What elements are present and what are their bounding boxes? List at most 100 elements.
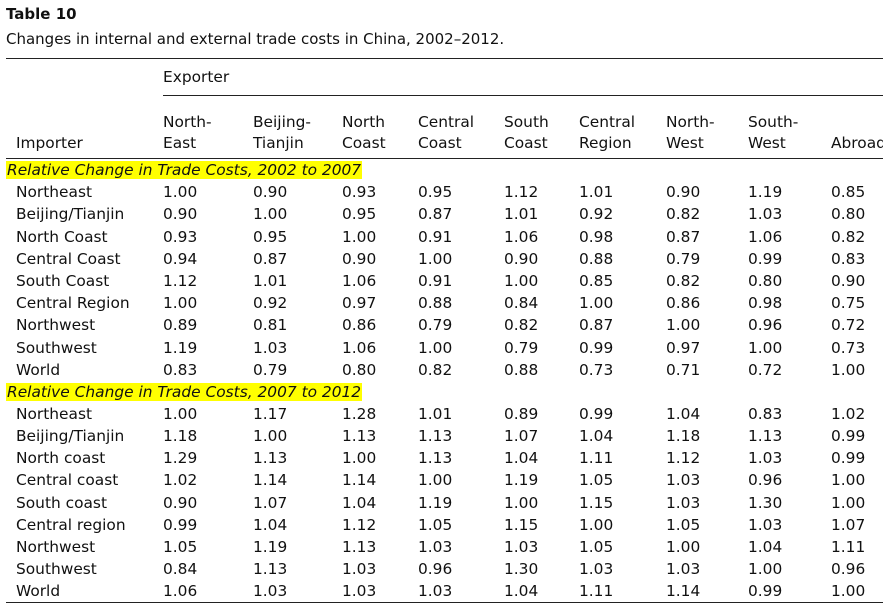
table-cell: 1.03 — [342, 560, 377, 579]
table-row: Northwest 1.05 1.19 1.13 1.03 1.03 1.05 1.00 1.0… — [6, 536, 883, 558]
table-label: Table 10 — [6, 5, 77, 23]
header-spacer — [6, 59, 163, 96]
table-cell: 0.97 — [342, 294, 377, 313]
table-cell: 1.07 — [504, 427, 539, 446]
table-cell: 0.80 — [748, 271, 783, 290]
table-cell: 1.04 — [748, 538, 783, 556]
table-cell: 0.92 — [253, 294, 288, 313]
table-cell: 1.03 — [253, 338, 288, 357]
table-row: World 1.06 1.03 1.03 1.03 1.04 1.11 1.14 0.99 1.0… — [6, 580, 883, 602]
table-cell: 0.95 — [342, 205, 377, 224]
table-cell: 1.00 — [831, 471, 866, 490]
table-body: Relative Change in Trade Costs, 2002 to … — [6, 159, 883, 603]
table-cell: 0.96 — [748, 471, 783, 490]
table-cell: 1.12 — [504, 183, 539, 202]
table-cell: 1.11 — [831, 538, 866, 556]
column-header: South- West — [742, 95, 825, 159]
table-cell: 1.00 — [163, 294, 198, 313]
table-cell: 0.93 — [342, 183, 377, 202]
table-cell: 0.90 — [666, 183, 701, 202]
table-cell: 1.00 — [831, 360, 866, 379]
table-cell: 1.02 — [831, 404, 866, 423]
table-row: South Coast 1.12 1.01 1.06 0.91 1.00 0.85 0.82 0… — [6, 270, 883, 292]
table-cell: 0.82 — [666, 271, 701, 290]
row-label: Central Region — [16, 294, 130, 313]
table-cell: 1.00 — [418, 338, 453, 357]
table-cell: 0.83 — [748, 404, 783, 423]
table-cell: 1.04 — [579, 427, 614, 446]
table-row: World 0.83 0.79 0.80 0.82 0.88 0.73 0.71 0.72 1.0… — [6, 359, 883, 381]
table-cell: 0.99 — [831, 449, 866, 468]
table-cell: 1.00 — [831, 493, 866, 512]
table-cell: 1.05 — [579, 471, 614, 490]
column-header: North Coast — [336, 95, 412, 159]
table-row: Northwest 0.89 0.81 0.86 0.79 0.82 0.87 1.00 0.9… — [6, 314, 883, 336]
table-cell: 0.88 — [418, 294, 453, 313]
table-cell: 1.00 — [342, 227, 377, 246]
table-cell: 1.14 — [342, 471, 377, 490]
table-cell: 1.13 — [748, 427, 783, 446]
table-cell: 0.90 — [342, 249, 377, 268]
table-cell: 0.91 — [418, 271, 453, 290]
table-cell: 0.90 — [831, 271, 866, 290]
table-cell: 0.86 — [666, 294, 701, 313]
table-row: Southwest 1.19 1.03 1.06 1.00 0.79 0.99 0.97 1.0… — [6, 336, 883, 358]
table-cell: 1.04 — [666, 404, 701, 423]
column-header: South Coast — [498, 95, 573, 159]
table-cell: 1.17 — [253, 404, 288, 423]
table-cell: 1.00 — [418, 471, 453, 490]
table-cell: 0.99 — [831, 427, 866, 446]
table-cell: 1.03 — [748, 449, 783, 468]
table-cell: 1.03 — [253, 582, 288, 601]
table-cell: 1.15 — [579, 493, 614, 512]
table-cell: 0.83 — [163, 360, 198, 379]
table-cell: 1.14 — [666, 582, 701, 601]
column-header: Abroad — [825, 95, 883, 159]
table-cell: 1.01 — [579, 183, 614, 202]
table-cell: 1.06 — [748, 227, 783, 246]
table-row: South coast 0.90 1.07 1.04 1.19 1.00 1.15 1.03 1… — [6, 491, 883, 513]
table-caption: Changes in internal and external trade c… — [6, 30, 505, 48]
table-cell: 1.18 — [666, 427, 701, 446]
table-cell: 1.15 — [504, 515, 539, 534]
section-label: Relative Change in Trade Costs, 2002 to … — [6, 161, 363, 179]
table-cell: 1.04 — [504, 582, 539, 601]
importer-header: Importer — [6, 95, 163, 159]
table-cell: 0.87 — [579, 316, 614, 335]
table-cell: 0.95 — [253, 227, 288, 246]
table-row: Northeast 1.00 0.90 0.93 0.95 1.12 1.01 0.90 1.1… — [6, 181, 883, 203]
trade-cost-table: Exporter Importer North- East Beijing- Tian… — [6, 58, 883, 604]
bottom-rule — [6, 602, 883, 604]
table-cell: 1.03 — [748, 515, 783, 534]
table-cell: 1.13 — [418, 449, 453, 468]
table-cell: 1.19 — [418, 493, 453, 512]
table-cell: 0.90 — [163, 205, 198, 224]
table-cell: 0.75 — [831, 294, 866, 313]
table-cell: 1.13 — [342, 427, 377, 446]
table-cell: 1.12 — [163, 271, 198, 290]
table-cell: 1.04 — [504, 449, 539, 468]
table-cell: 1.03 — [666, 560, 701, 579]
table-cell: 1.19 — [163, 338, 198, 357]
table-cell: 1.00 — [163, 404, 198, 423]
table-cell: 1.00 — [831, 582, 866, 601]
table-row: Central region 0.99 1.04 1.12 1.05 1.15 1.00 1.… — [6, 514, 883, 536]
table-cell: 1.00 — [253, 427, 288, 446]
table-cell: 0.96 — [748, 316, 783, 335]
table-cell: 1.11 — [579, 449, 614, 468]
table-cell: 1.01 — [418, 404, 453, 423]
table-cell: 0.87 — [666, 227, 701, 246]
table-row: Northeast 1.00 1.17 1.28 1.01 0.89 0.99 1.04 0.8… — [6, 403, 883, 425]
row-label: World — [16, 360, 61, 379]
table-cell: 1.01 — [504, 205, 539, 224]
table-cell: 1.00 — [666, 538, 701, 556]
row-label: Northeast — [16, 404, 92, 423]
table-cell: 0.82 — [418, 360, 453, 379]
table-cell: 0.89 — [163, 316, 198, 335]
table-cell: 0.73 — [831, 338, 866, 357]
table-cell: 1.12 — [666, 449, 701, 468]
table-row: Central Region 1.00 0.92 0.97 0.88 0.84 1.00 0.… — [6, 292, 883, 314]
row-label: Southwest — [16, 338, 97, 357]
row-label: Northwest — [16, 316, 96, 335]
row-label: South coast — [16, 493, 107, 512]
